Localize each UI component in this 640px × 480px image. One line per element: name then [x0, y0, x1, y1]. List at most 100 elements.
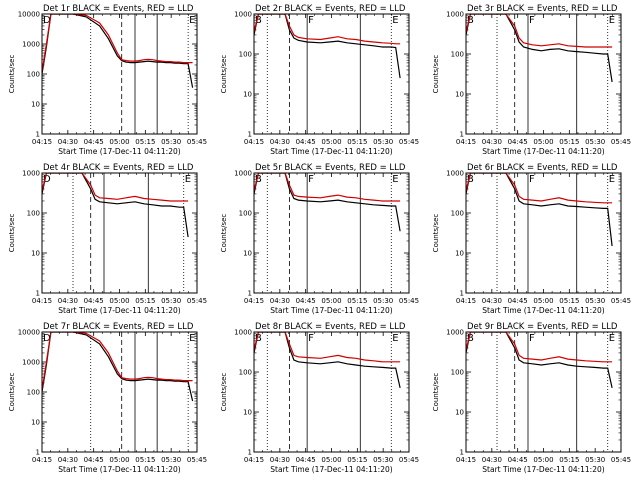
y-tick-label: 1000	[234, 11, 252, 19]
series-line	[42, 173, 189, 202]
plot-frame	[253, 331, 410, 453]
x-tick-label: 04:30	[58, 138, 78, 146]
y-tick-label: 1	[460, 131, 464, 139]
series-line	[466, 332, 613, 363]
y-tick-label: 100	[27, 71, 40, 79]
x-tick-label: 05:15	[559, 456, 579, 464]
x-tick-label: 05:15	[347, 456, 367, 464]
x-tick-label: 04:30	[482, 456, 502, 464]
y-tick-label: 1	[460, 449, 464, 457]
x-axis-label: Start Time (17-Dec-11 04:11:20)	[58, 465, 180, 474]
event-marker-label: B	[467, 15, 474, 26]
x-tick-label: 04:45	[508, 456, 528, 464]
event-marker-label: E	[609, 174, 615, 185]
y-tick-label: 10	[31, 101, 40, 109]
y-tick-label: 10	[31, 419, 40, 427]
x-tick-label: 05:15	[135, 138, 155, 146]
panel-7: Det 7r BLACK = Events, RED = LLD Counts/s…	[8, 322, 207, 474]
plot-frame	[465, 331, 622, 453]
y-tick-label: 100	[27, 389, 40, 397]
x-tick-label: 05:00	[321, 297, 341, 305]
x-tick-label: 05:15	[347, 138, 367, 146]
x-tick-label: 05:00	[533, 456, 553, 464]
y-tick-label: 10	[243, 91, 252, 99]
plot-frame	[253, 172, 410, 294]
series-group	[254, 14, 401, 79]
panel-title: Det 3r BLACK = Events, RED = LLD	[467, 4, 618, 14]
series-group	[466, 332, 613, 389]
x-tick-label: 05:00	[109, 456, 129, 464]
x-tick-label: 04:30	[270, 297, 290, 305]
event-marker-label: E	[609, 15, 615, 26]
y-tick-label: 1	[248, 131, 252, 139]
event-marker-label: B	[467, 333, 474, 344]
y-tick-label: 1000	[234, 329, 252, 337]
x-tick-label: 04:45	[84, 297, 104, 305]
panel-title: Det 7r BLACK = Events, RED = LLD	[43, 322, 194, 332]
x-tick-label: 05:00	[321, 456, 341, 464]
x-tick-label: 05:45	[187, 456, 207, 464]
series-line	[254, 173, 401, 202]
x-axis-label: Start Time (17-Dec-11 04:11:20)	[58, 147, 180, 156]
x-tick-label: 05:45	[399, 456, 419, 464]
event-marker-label: E	[189, 333, 195, 344]
panel-9: Det 9r BLACK = Events, RED = LLD Counts/s…	[432, 322, 631, 474]
x-tick-label: 04:30	[58, 297, 78, 305]
series-line	[466, 173, 613, 247]
x-tick-label: 04:45	[296, 138, 316, 146]
y-tick-label: 10000	[18, 329, 40, 337]
series-group	[42, 173, 189, 238]
y-tick-label: 1	[36, 290, 40, 298]
x-tick-label: 04:15	[32, 297, 52, 305]
event-marker-label: F	[529, 174, 535, 185]
y-tick-label: 1000	[446, 329, 464, 337]
y-axis-label: Counts/sec	[8, 214, 16, 253]
x-tick-label: 05:45	[187, 297, 207, 305]
y-tick-label: 10	[455, 250, 464, 258]
y-tick-label: 1000	[22, 359, 40, 367]
x-axis-label: Start Time (17-Dec-11 04:11:20)	[482, 306, 604, 315]
y-axis-label: Counts/sec	[8, 55, 16, 94]
y-tick-label: 100	[451, 210, 464, 218]
panel-title: Det 2r BLACK = Events, RED = LLD	[255, 4, 406, 14]
event-marker-label: E	[609, 333, 615, 344]
y-tick-label: 1	[36, 449, 40, 457]
event-marker-label: B	[467, 174, 474, 185]
event-marker-label: E	[185, 174, 191, 185]
x-tick-label: 04:45	[84, 138, 104, 146]
series-line	[466, 14, 613, 48]
x-tick-label: 04:30	[58, 456, 78, 464]
series-line	[254, 173, 401, 232]
panel-title: Det 1r BLACK = Events, RED = LLD	[43, 4, 194, 14]
panel-title: Det 6r BLACK = Events, RED = LLD	[467, 163, 618, 173]
series-line	[254, 332, 401, 389]
x-tick-label: 05:45	[399, 297, 419, 305]
series-group	[466, 14, 613, 83]
y-tick-label: 10	[243, 250, 252, 258]
y-tick-label: 10	[455, 91, 464, 99]
series-group	[42, 332, 194, 402]
x-tick-label: 04:15	[456, 456, 476, 464]
y-tick-label: 1000	[234, 170, 252, 178]
series-line	[466, 173, 613, 204]
y-tick-label: 100	[239, 210, 252, 218]
y-tick-label: 1000	[446, 11, 464, 19]
x-tick-label: 05:15	[559, 138, 579, 146]
plot-frame	[253, 13, 410, 135]
x-axis-label: Start Time (17-Dec-11 04:11:20)	[482, 465, 604, 474]
x-tick-label: 05:30	[373, 297, 393, 305]
series-line	[42, 332, 194, 402]
event-marker-label: E	[392, 174, 398, 185]
panel-title: Det 9r BLACK = Events, RED = LLD	[467, 322, 618, 332]
event-marker-label: B	[255, 174, 262, 185]
y-axis-label: Counts/sec	[8, 373, 16, 412]
panel-6: Det 6r BLACK = Events, RED = LLD Counts/s…	[432, 163, 631, 315]
plot-frame	[41, 13, 198, 135]
x-tick-label: 05:00	[533, 297, 553, 305]
panel-2: Det 2r BLACK = Events, RED = LLD Counts/s…	[220, 4, 419, 156]
x-tick-label: 04:15	[456, 297, 476, 305]
event-marker-label: D	[43, 15, 51, 26]
x-tick-label: 05:45	[611, 456, 631, 464]
x-tick-label: 04:45	[508, 138, 528, 146]
